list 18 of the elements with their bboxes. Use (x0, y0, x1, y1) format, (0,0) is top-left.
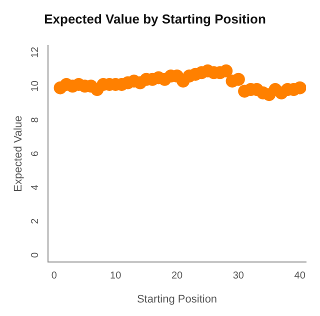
point (220, 64, 233, 78)
y-tick-label: 6 (30, 150, 41, 156)
x-tick-label: 30 (232, 270, 244, 282)
y-tick-label: 2 (30, 218, 41, 224)
chart-title: Expected Value by Starting Position (44, 11, 266, 26)
y-tick-label: 10 (30, 80, 41, 92)
point (293, 81, 306, 94)
y-tick-label: 0 (30, 252, 41, 258)
y-axis-title: Expected Value (12, 116, 25, 192)
point (232, 72, 245, 86)
x-tick-label: 0 (51, 270, 58, 282)
x-tick-label: 20 (171, 270, 183, 282)
y-tick-label: 12 (30, 46, 41, 58)
y-tick-label: 8 (30, 116, 41, 123)
x-tick-label: 10 (110, 270, 122, 282)
x-tick-label: 40 (294, 270, 306, 282)
y-tick-label: 4 (30, 184, 41, 190)
x-axis-title: Starting Position (136, 293, 218, 306)
